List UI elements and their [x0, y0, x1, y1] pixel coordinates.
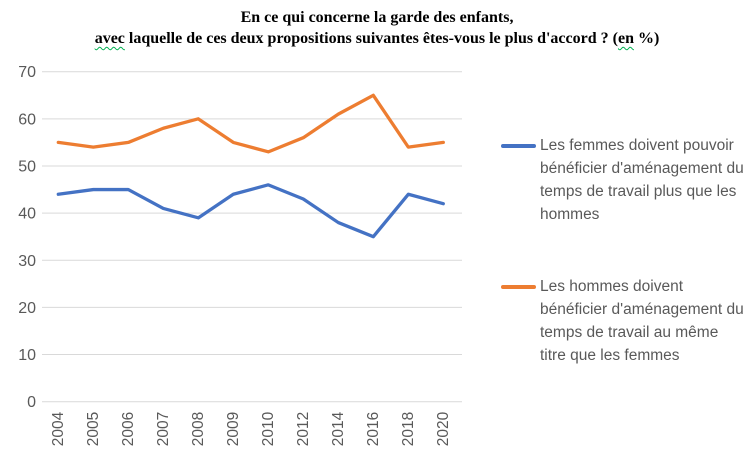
- title-line2-end: %): [633, 30, 660, 47]
- chart-title-line1: En ce qui concerne la garde des enfants,: [240, 9, 514, 26]
- legend-label-hommes: Les hommes doivent bénéficier d'aménagem…: [540, 278, 744, 364]
- x-tick-label-2014: 2014: [330, 411, 347, 446]
- y-tick-label-30: 30: [18, 253, 36, 270]
- x-tick-label-2020: 2020: [435, 411, 452, 446]
- x-tick-label-2007: 2007: [155, 412, 172, 446]
- x-tick-label-2004: 2004: [50, 411, 67, 446]
- x-tick-label-2016: 2016: [365, 412, 382, 446]
- y-tick-label-20: 20: [18, 300, 36, 317]
- legend: Les femmes doivent pouvoir bénéficier d'…: [501, 0, 751, 465]
- legend-label-femmes: Les femmes doivent pouvoir bénéficier d'…: [540, 137, 744, 223]
- y-tick-label-70: 70: [18, 64, 36, 81]
- x-tick-label-2006: 2006: [120, 412, 137, 446]
- title-word-avec: avec: [94, 30, 125, 47]
- x-tick-label-2008: 2008: [190, 412, 207, 446]
- x-tick-label-2005: 2005: [85, 412, 102, 446]
- legend-line-swatch-hommes: [501, 285, 536, 289]
- y-tick-label-0: 0: [27, 394, 36, 411]
- x-tick-label-2009: 2009: [225, 412, 242, 446]
- y-tick-label-60: 60: [18, 111, 36, 128]
- series-line-femmes: [56, 183, 445, 239]
- x-tick-label-2012: 2012: [295, 412, 312, 446]
- y-tick-label-40: 40: [18, 206, 36, 223]
- legend-item-hommes: Les hommes doivent bénéficier d'aménagem…: [501, 275, 748, 367]
- legend-item-femmes: Les femmes doivent pouvoir bénéficier d'…: [501, 134, 748, 226]
- y-tick-label-50: 50: [18, 158, 36, 175]
- x-tick-label-2010: 2010: [260, 411, 277, 446]
- x-tick-label-2018: 2018: [400, 412, 417, 446]
- series-line-hommes: [56, 93, 445, 154]
- chart-title-line2: avec laquelle de ces deux propositions s…: [0, 28, 754, 49]
- y-tick-label-10: 10: [18, 347, 36, 364]
- legend-line-swatch-femmes: [501, 144, 536, 148]
- title-line2-middle: laquelle de ces deux propositions suivan…: [124, 30, 618, 47]
- chart-title: En ce qui concerne la garde des enfants,…: [0, 7, 754, 49]
- title-word-en: en: [617, 30, 634, 47]
